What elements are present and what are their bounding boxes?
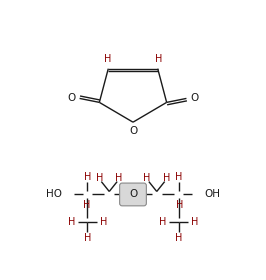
Text: O: O — [68, 94, 76, 103]
Text: H: H — [96, 173, 103, 183]
Text: H: H — [84, 172, 91, 182]
Text: H: H — [176, 200, 183, 210]
Text: O: O — [129, 190, 137, 199]
Text: H: H — [84, 233, 91, 243]
Text: H: H — [100, 217, 107, 227]
Text: H: H — [175, 172, 182, 182]
FancyBboxPatch shape — [120, 183, 146, 206]
Text: H: H — [159, 217, 166, 227]
Text: H: H — [163, 173, 170, 183]
Text: OH: OH — [204, 190, 220, 199]
Text: H: H — [115, 173, 123, 183]
Text: H: H — [68, 217, 75, 227]
Text: O: O — [190, 94, 198, 103]
Text: H: H — [191, 217, 198, 227]
Text: H: H — [83, 200, 90, 210]
Text: H: H — [103, 54, 111, 64]
Text: H: H — [155, 54, 163, 64]
Text: H: H — [175, 233, 182, 243]
Text: O: O — [129, 126, 137, 136]
Text: HO: HO — [46, 190, 62, 199]
Text: H: H — [143, 173, 151, 183]
